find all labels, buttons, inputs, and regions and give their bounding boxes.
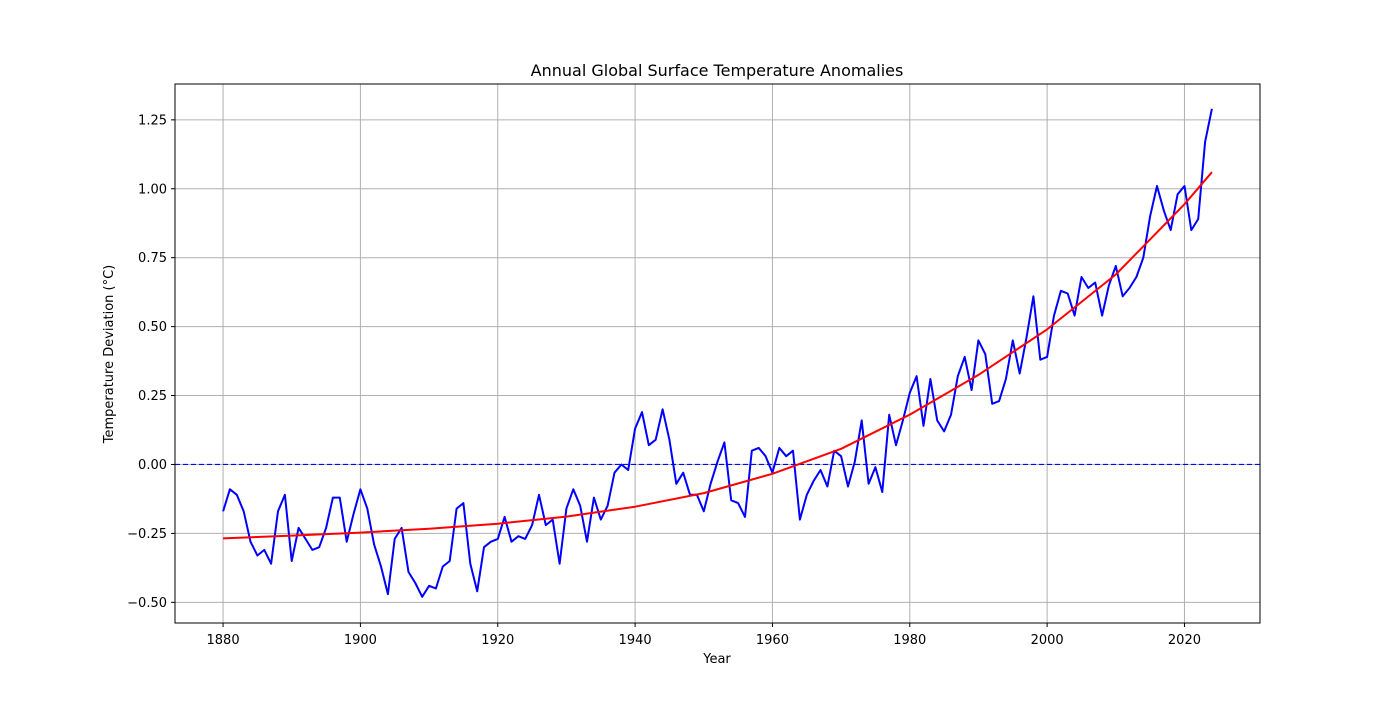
y-tick-label: 0.50: [138, 320, 167, 335]
x-tick-label: 1980: [893, 633, 926, 648]
y-tick-label: 0.75: [138, 251, 167, 266]
x-tick-label: 1880: [207, 633, 240, 648]
series-group: [222, 108, 1213, 598]
y-axis-label: Temperature Deviation (°C): [102, 265, 117, 445]
y-tick-label: 0.25: [138, 389, 167, 404]
x-tick-label: 2020: [1168, 633, 1201, 648]
axis-ticks: 1880 1900 1920 1940 1960 1980 2000 2020 −0.50 −0.…: [127, 113, 1201, 648]
y-tick-label: −0.25: [127, 527, 167, 542]
x-tick-label: 1960: [756, 633, 789, 648]
y-tick-label: −0.50: [127, 596, 167, 611]
y-tick-label: 0.00: [138, 458, 167, 473]
plot-frame: [174, 83, 1261, 624]
x-axis-label: Year: [702, 652, 731, 667]
x-tick-label: 2000: [1031, 633, 1064, 648]
chart-title: Annual Global Surface Temperature Anomal…: [531, 61, 904, 80]
observed-anomaly-line: [222, 108, 1213, 598]
x-tick-label: 1940: [619, 633, 652, 648]
y-tick-label: 1.25: [138, 113, 167, 128]
y-tick-label: 1.00: [138, 182, 167, 197]
trend-fit-line: [223, 171, 1213, 540]
x-tick-label: 1920: [481, 633, 514, 648]
x-tick-label: 1900: [344, 633, 377, 648]
